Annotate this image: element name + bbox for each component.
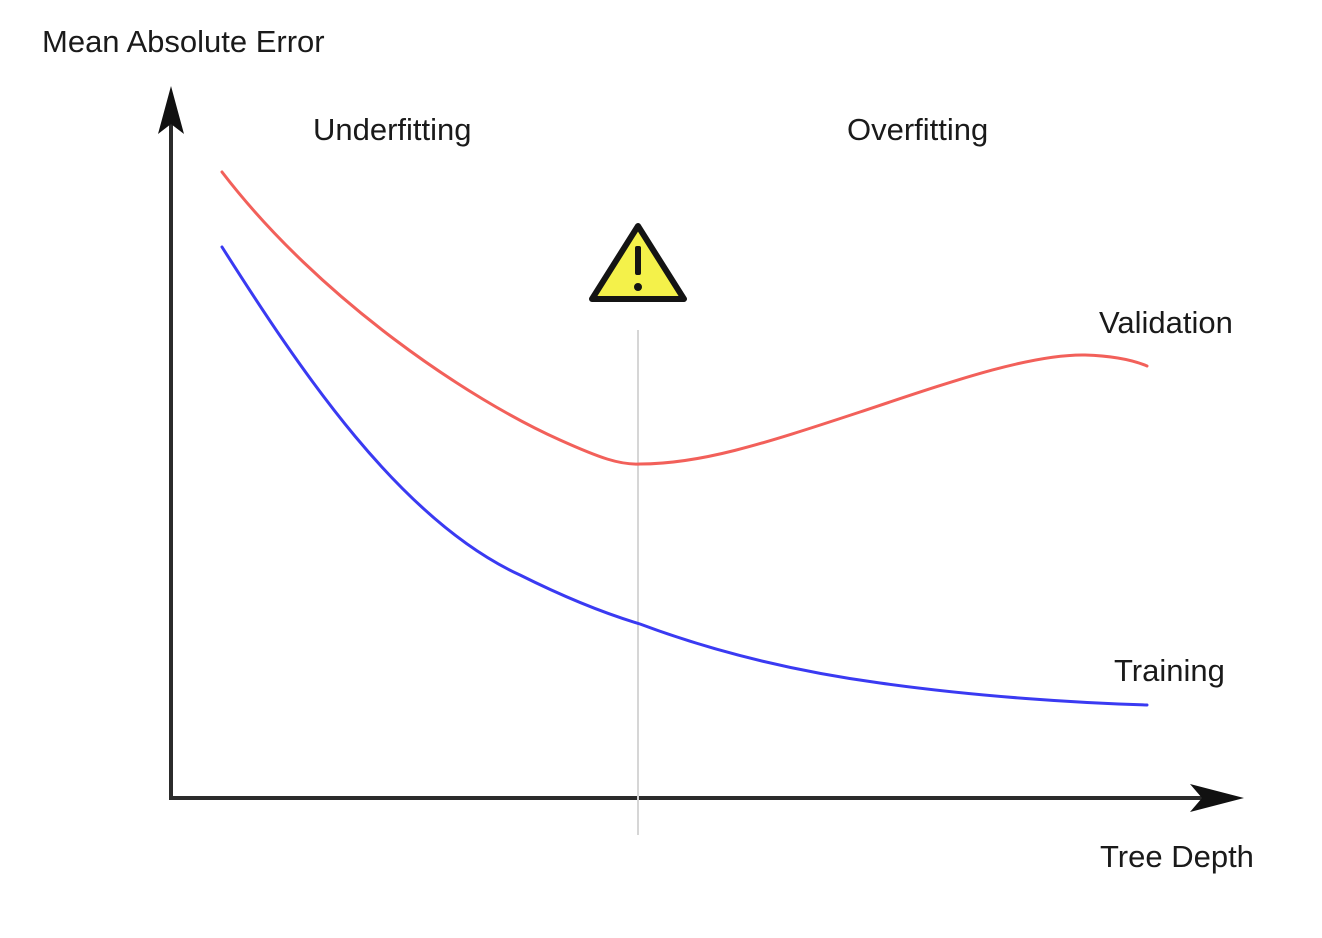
warning-exclamation-dot	[634, 283, 642, 291]
x-axis-title: Tree Depth	[1100, 839, 1254, 874]
overfitting-label: Overfitting	[847, 112, 988, 147]
validation-curve	[220, 170, 1149, 466]
y-axis-arrowhead	[158, 86, 184, 134]
validation-series-label: Validation	[1099, 305, 1233, 340]
warning-exclamation-bar	[635, 246, 641, 275]
underfitting-label: Underfitting	[313, 112, 472, 147]
training-series-label: Training	[1114, 653, 1225, 688]
x-axis-arrowhead	[1190, 784, 1244, 812]
y-axis-title: Mean Absolute Error	[42, 24, 325, 59]
training-curve	[220, 245, 1149, 707]
warning-icon	[589, 223, 687, 302]
